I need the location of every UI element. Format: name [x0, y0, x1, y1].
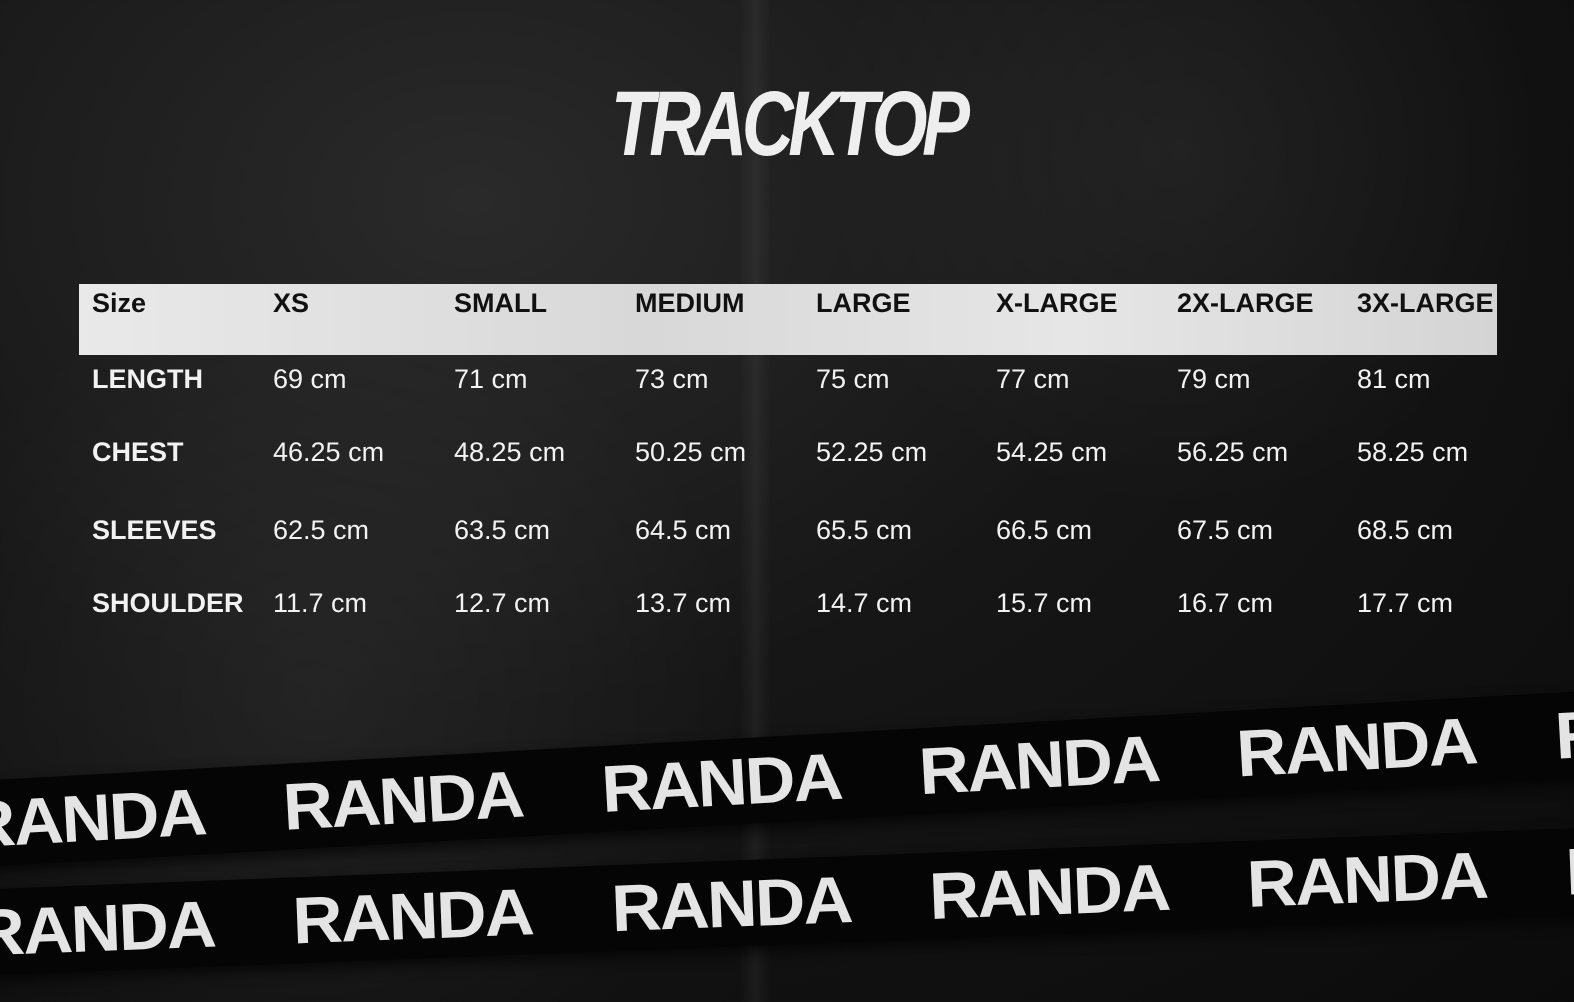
- column-header: SMALL: [454, 288, 547, 318]
- brand-logo-text: RANDA: [927, 849, 1171, 934]
- column-header: 2X-LARGE: [1177, 288, 1314, 318]
- column-header: X-LARGE: [996, 288, 1118, 318]
- measurement-cell: 14.7 cm: [816, 588, 913, 618]
- brand-logo-text: RANDA: [1552, 687, 1574, 773]
- measurement-cell: 79 cm: [1177, 364, 1251, 394]
- measurement-cell: 13.7 cm: [635, 588, 732, 618]
- row-label: CHEST: [92, 437, 184, 467]
- measurement-cell: 73 cm: [635, 364, 709, 394]
- measurement-cell: 54.25 cm: [996, 437, 1108, 467]
- measurement-cell: 17.7 cm: [1357, 588, 1454, 618]
- measurement-cell: 67.5 cm: [1177, 515, 1274, 545]
- brand-logo-text: RANDA: [0, 886, 216, 970]
- page-title: TRACKTOP: [610, 73, 970, 175]
- measurement-cell: 63.5 cm: [454, 515, 551, 545]
- measurement-cell: 16.7 cm: [1177, 588, 1274, 618]
- row-label: LENGTH: [92, 364, 203, 394]
- row-label: SHOULDER: [92, 588, 244, 618]
- brand-logo-text: RANDA: [0, 774, 208, 862]
- column-header: MEDIUM: [635, 288, 745, 318]
- measurement-cell: 52.25 cm: [816, 437, 928, 467]
- column-header: 3X-LARGE: [1357, 288, 1494, 318]
- brand-logo-text: RANDA: [1563, 825, 1574, 909]
- measurement-cell: 64.5 cm: [635, 515, 732, 545]
- brand-logo-text: RANDA: [599, 738, 843, 827]
- size-header-band: [79, 284, 1497, 355]
- measurement-cell: 77 cm: [996, 364, 1070, 394]
- measurement-cell: 48.25 cm: [454, 437, 566, 467]
- measurement-cell: 71 cm: [454, 364, 528, 394]
- brand-logo-text: RANDA: [1245, 837, 1489, 921]
- measurement-cell: 81 cm: [1357, 364, 1431, 394]
- measurement-cell: 68.5 cm: [1357, 515, 1454, 545]
- brand-logo-text: RANDA: [609, 862, 853, 946]
- measurement-cell: 58.25 cm: [1357, 437, 1469, 467]
- column-header: XS: [273, 288, 310, 318]
- measurement-cell: 62.5 cm: [273, 515, 370, 545]
- measurement-cell: 56.25 cm: [1177, 437, 1289, 467]
- measurement-cell: 66.5 cm: [996, 515, 1093, 545]
- measurement-cell: 69 cm: [273, 364, 347, 394]
- measurement-cell: 46.25 cm: [273, 437, 385, 467]
- measurement-cell: 50.25 cm: [635, 437, 747, 467]
- brand-logo-text: RANDA: [917, 721, 1161, 809]
- row-label: SLEEVES: [92, 515, 217, 545]
- measurement-cell: 75 cm: [816, 364, 890, 394]
- brand-logo-text: RANDA: [291, 874, 534, 958]
- measurement-cell: 65.5 cm: [816, 515, 913, 545]
- measurement-cell: 15.7 cm: [996, 588, 1093, 618]
- column-header: Size: [92, 288, 147, 318]
- brand-logo-text: RANDA: [1234, 703, 1479, 791]
- measurement-cell: 12.7 cm: [454, 588, 551, 618]
- column-header: LARGE: [816, 288, 911, 318]
- brand-logo-text: RANDA: [281, 756, 525, 844]
- measurement-cell: 11.7 cm: [273, 588, 368, 618]
